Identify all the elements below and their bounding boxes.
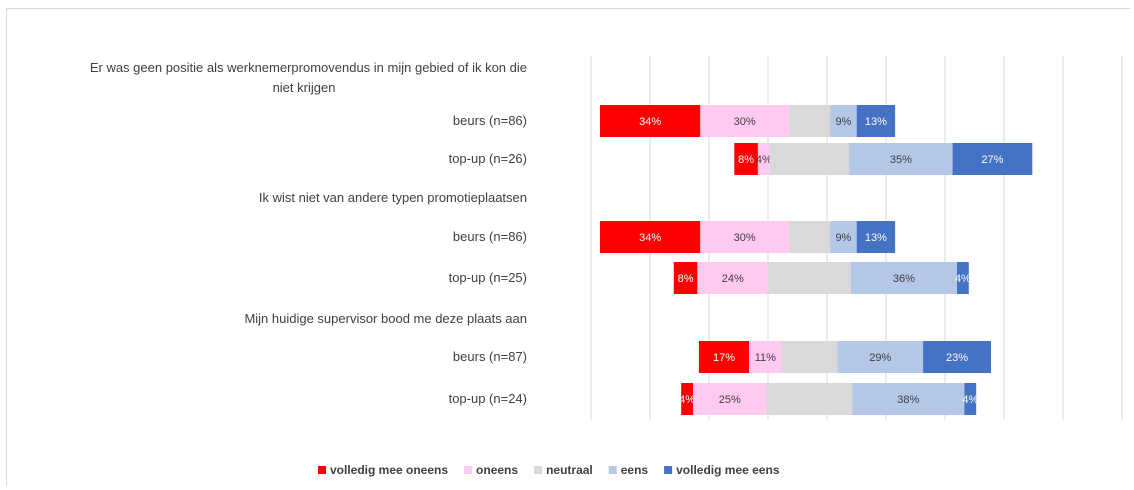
bar-segment-volledig-mee-oneens bbox=[600, 221, 701, 253]
data-label: 9% bbox=[835, 116, 851, 128]
bar-segment-volledig-mee-oneens bbox=[673, 262, 698, 294]
row-label: beurs (n=87) bbox=[453, 349, 527, 364]
data-label: 13% bbox=[865, 232, 887, 244]
data-label: 36% bbox=[893, 273, 915, 285]
data-label: 30% bbox=[734, 232, 756, 244]
legend-swatch bbox=[464, 466, 473, 474]
data-label: 35% bbox=[890, 154, 912, 166]
row-label: beurs (n=86) bbox=[453, 229, 527, 244]
legend-swatch bbox=[534, 466, 543, 474]
bars: 34% 30% 9% 13%8% 4% 35% 27%34% 30% 9% 13%8% 24% 36%… bbox=[600, 105, 1033, 415]
bar-segment-eens bbox=[830, 105, 857, 137]
bar-segment-volledig-mee-oneens bbox=[681, 383, 693, 415]
bar-segment-oneens bbox=[700, 221, 789, 253]
data-label: 29% bbox=[869, 352, 891, 364]
legend-swatch bbox=[318, 466, 326, 474]
row-label: top-up (n=26) bbox=[449, 151, 527, 166]
data-label: 8% bbox=[738, 154, 754, 166]
bar-segment-neutraal bbox=[788, 221, 831, 253]
bar-segment-volledig-mee-eens bbox=[957, 262, 969, 294]
data-label: 23% bbox=[946, 352, 968, 364]
row-label: top-up (n=24) bbox=[449, 391, 527, 406]
row-label: top-up (n=25) bbox=[449, 270, 527, 285]
bar-segment-eens bbox=[837, 341, 924, 373]
data-label: 11% bbox=[755, 352, 776, 364]
bar-segment-oneens bbox=[749, 341, 782, 373]
group-label: Mijn huidige supervisor bood me deze pla… bbox=[244, 311, 527, 326]
bar-segment-volledig-mee-oneens bbox=[600, 105, 701, 137]
bar-segment-oneens bbox=[693, 383, 767, 415]
bar-segment-neutraal bbox=[766, 383, 853, 415]
data-label: 24% bbox=[722, 273, 744, 285]
bar-segment-volledig-mee-eens bbox=[923, 341, 991, 373]
bar-segment-oneens bbox=[697, 262, 769, 294]
legend-entry: oneens bbox=[476, 463, 518, 477]
data-label: 25% bbox=[719, 394, 741, 406]
data-label: 27% bbox=[981, 154, 1003, 166]
legend: volledig mee oneens oneens neutraal eens vol… bbox=[318, 463, 780, 477]
bar-segment-volledig-mee-eens bbox=[856, 221, 896, 253]
bar-segment-neutraal bbox=[788, 105, 831, 137]
group-label: Er was geen positie als werknemerpromove… bbox=[90, 60, 527, 75]
bar-segment-eens bbox=[830, 221, 857, 253]
bar-segment-neutraal bbox=[781, 341, 838, 373]
bar-segment-neutraal bbox=[769, 143, 850, 175]
legend-swatch bbox=[664, 466, 673, 474]
bar-segment-volledig-mee-oneens bbox=[698, 341, 750, 373]
data-label: 30% bbox=[734, 116, 756, 128]
bar-segment-volledig-mee-oneens bbox=[734, 143, 758, 175]
data-label: 34% bbox=[639, 232, 661, 244]
group-label: Ik wist niet van andere typen promotiepl… bbox=[259, 190, 527, 205]
bar-segment-eens bbox=[852, 383, 965, 415]
data-label: 4% bbox=[955, 273, 971, 285]
data-label: 34% bbox=[639, 116, 661, 128]
row-label: beurs (n=86) bbox=[453, 113, 527, 128]
data-label: 38% bbox=[897, 394, 919, 406]
data-label: 4% bbox=[962, 394, 978, 406]
bar-segment-neutraal bbox=[768, 262, 851, 294]
bar-segment-oneens bbox=[757, 143, 770, 175]
bar-segment-oneens bbox=[700, 105, 789, 137]
category-labels: Er was geen positie als werknemerpromove… bbox=[90, 60, 527, 406]
legend-entry: volledig mee eens bbox=[676, 463, 780, 477]
bar-segment-eens bbox=[850, 262, 957, 294]
data-label: 9% bbox=[835, 232, 851, 244]
legend-entry: eens bbox=[621, 463, 649, 477]
bar-segment-volledig-mee-eens bbox=[952, 143, 1033, 175]
data-label: 13% bbox=[865, 116, 887, 128]
bar-segment-volledig-mee-eens bbox=[856, 105, 896, 137]
legend-entry: volledig mee oneens bbox=[330, 463, 448, 477]
chart-frame bbox=[6, 8, 1130, 486]
legend-entry: neutraal bbox=[546, 463, 593, 477]
data-label: 8% bbox=[678, 273, 694, 285]
data-label: 17% bbox=[713, 352, 735, 364]
group-label: niet krijgen bbox=[273, 80, 336, 95]
legend-swatch bbox=[608, 466, 617, 474]
bar-segment-volledig-mee-eens bbox=[964, 383, 977, 415]
bar-segment-eens bbox=[849, 143, 953, 175]
data-label: 4% bbox=[679, 394, 695, 406]
data-label: 4% bbox=[756, 154, 772, 166]
